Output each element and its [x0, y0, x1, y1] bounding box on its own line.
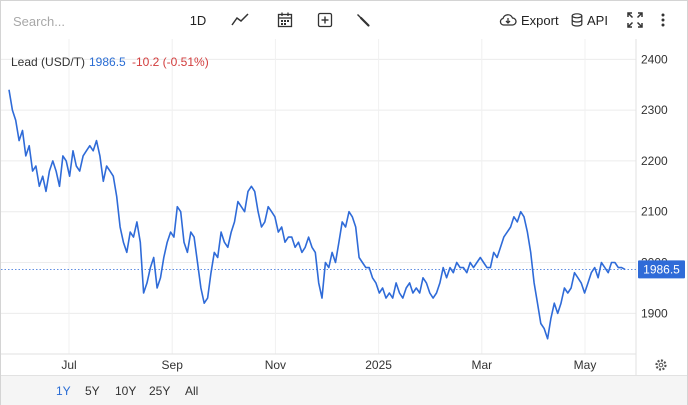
grid — [1, 39, 636, 354]
y-tick-label: 1900 — [641, 306, 668, 320]
line-chart-icon — [231, 13, 249, 26]
x-tick-label: Sep — [162, 358, 184, 372]
y-tick-label: 2200 — [641, 154, 668, 168]
fullscreen-button[interactable] — [625, 9, 645, 31]
y-tick-label: 2400 — [641, 52, 668, 66]
legend-header: Lead (USD/T) 1986.5 -10.2 (-0.51%) — [11, 55, 209, 69]
add-indicator-button[interactable] — [315, 9, 335, 31]
more-button[interactable] — [656, 9, 670, 31]
database-icon — [571, 13, 583, 27]
api-label: API — [587, 12, 608, 28]
last-price-label: 1986.5 — [638, 260, 685, 279]
period-button[interactable]: 1D — [186, 9, 210, 31]
x-tick-label: 2025 — [365, 358, 392, 372]
instrument-name: Lead (USD/T) — [11, 55, 85, 69]
last-price: 1986.5 — [89, 55, 126, 69]
range-10y[interactable]: 10Y — [115, 384, 137, 398]
x-tick-label: Jul — [61, 358, 76, 372]
x-tick-label: Nov — [265, 358, 286, 372]
price-series-line[interactable] — [8, 89, 626, 340]
price-change: -10.2 (-0.51%) — [132, 55, 209, 69]
y-tick-label: 2300 — [641, 103, 668, 117]
price-chart: 190020002100220023002400 JulSepNov2025Ma… — [1, 39, 685, 375]
y-tick-label: 2100 — [641, 205, 668, 219]
settings-button[interactable] — [655, 359, 667, 371]
api-button[interactable]: API — [571, 9, 611, 31]
x-tick-label: May — [574, 358, 597, 372]
range-1y[interactable]: 1Y — [56, 384, 71, 398]
x-tick-label: Mar — [471, 358, 492, 372]
x-axis: Jul Sep Nov 2025 Mar May — [61, 358, 596, 372]
range-selector: 1Y 5Y 10Y 25Y All — [1, 375, 687, 405]
range-25y[interactable]: 25Y — [149, 384, 171, 398]
export-button[interactable]: Export — [499, 9, 559, 31]
search-input[interactable] — [7, 10, 159, 32]
chart-type-button[interactable] — [229, 9, 251, 31]
add-icon — [317, 12, 333, 28]
calendar-icon — [277, 12, 293, 28]
period-label: 1D — [189, 12, 207, 28]
gear-icon — [655, 359, 667, 371]
cloud-download-icon — [499, 14, 517, 26]
wrench-icon — [357, 14, 370, 27]
range-all[interactable]: All — [185, 384, 199, 398]
fullscreen-icon — [627, 12, 643, 28]
last-price-label-text: 1986.5 — [643, 262, 680, 276]
tools-button[interactable] — [353, 9, 373, 31]
date-range-button[interactable] — [275, 9, 295, 31]
y-axis: 190020002100220023002400 — [641, 52, 668, 320]
export-label: Export — [521, 12, 559, 28]
toolbar: 1D — [1, 1, 687, 39]
range-5y[interactable]: 5Y — [85, 384, 100, 398]
more-vert-icon — [661, 13, 665, 27]
